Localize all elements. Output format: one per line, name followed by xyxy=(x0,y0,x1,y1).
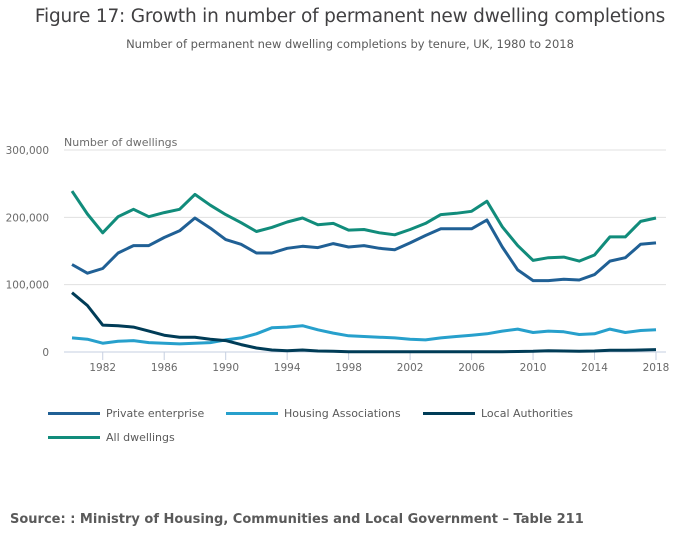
legend-swatch xyxy=(48,412,100,415)
legend-swatch xyxy=(48,436,100,439)
legend-swatch xyxy=(226,412,278,415)
legend-label: Private enterprise xyxy=(106,407,205,420)
legend-item[interactable]: Local Authorities xyxy=(423,407,573,420)
y-tick-label: 0 xyxy=(42,347,49,359)
x-tick-label: 2014 xyxy=(581,362,608,374)
chart-title: Figure 17: Growth in number of permanent… xyxy=(34,6,666,27)
legend-item[interactable]: All dwellings xyxy=(48,431,175,444)
y-axis-label: Number of dwellings xyxy=(64,136,178,149)
chart-subtitle: Number of permanent new dwelling complet… xyxy=(126,37,574,51)
x-tick-label: 2006 xyxy=(458,362,485,374)
series-line-housing-associations xyxy=(71,324,657,346)
legend-label: Housing Associations xyxy=(284,407,401,420)
x-tick-label: 1986 xyxy=(151,362,178,374)
y-tick-label: 200,000 xyxy=(6,212,49,224)
x-tick-label: 2002 xyxy=(397,362,424,374)
y-axis-ticks: 0 100,000 200,000 300,000 xyxy=(6,145,49,359)
source-note: Source: : Ministry of Housing, Communiti… xyxy=(10,512,584,527)
x-tick-label: 2010 xyxy=(520,362,547,374)
y-tick-label: 300,000 xyxy=(6,145,49,157)
legend-swatch xyxy=(423,412,475,415)
x-tick-label: 2018 xyxy=(643,362,670,374)
x-tick-label: 1990 xyxy=(212,362,239,374)
legend-label: All dwellings xyxy=(106,431,175,444)
x-tick-label: 1998 xyxy=(335,362,362,374)
x-tick-label: 1982 xyxy=(89,362,116,374)
series-line-private-enterprise xyxy=(71,216,657,283)
series-line-local-authorities xyxy=(71,291,657,354)
legend-item[interactable]: Housing Associations xyxy=(226,407,401,420)
series-line-all-dwellings xyxy=(70,190,657,263)
series-lines xyxy=(70,190,657,354)
x-axis: 1982 1986 1990 1994 1998 2002 2006 2010 2014 2018 xyxy=(64,351,670,374)
legend-label: Local Authorities xyxy=(481,407,573,420)
x-tick-label: 1994 xyxy=(274,362,301,374)
line-chart: 0 100,000 200,000 300,000 Number of dwellin… xyxy=(6,136,670,374)
gridlines xyxy=(64,149,666,286)
y-tick-label: 100,000 xyxy=(6,280,49,292)
legend-item[interactable]: Private enterprise xyxy=(48,407,204,420)
